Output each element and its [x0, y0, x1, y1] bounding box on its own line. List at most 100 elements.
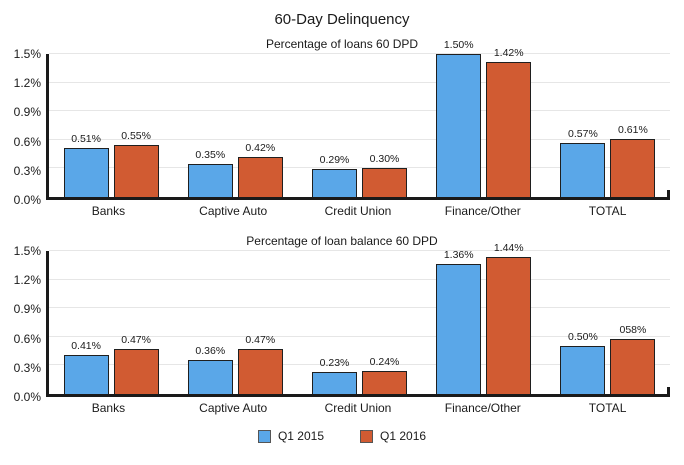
plot-row: 0.0% 0.3% 0.6% 0.9% 1.2% 1.5% 0.51% 0.55% 0.35%…	[0, 39, 684, 207]
bar: 0.41%	[63, 340, 109, 394]
bar: 0.57%	[560, 128, 606, 197]
legend-swatch	[360, 429, 373, 443]
x-category-label: Banks	[91, 204, 126, 218]
bar: 0.47%	[237, 334, 283, 394]
y-tick-label: 0.6%	[13, 331, 41, 346]
bar-value-label: 0.30%	[369, 153, 400, 166]
bar-value-label: 0.61%	[618, 123, 648, 136]
x-category-label: Credit Union	[324, 204, 392, 218]
legend-item: Q1 2015	[257, 429, 324, 443]
x-category-label: Finance/Other	[444, 204, 521, 218]
bar-value-label: 0.42%	[245, 141, 276, 154]
gridline	[49, 53, 670, 54]
gridline	[49, 110, 670, 112]
bar-group: 1.36% 1.44%	[422, 242, 546, 394]
bar: 0.42%	[237, 142, 283, 197]
x-category-label: Captive Auto	[199, 204, 268, 218]
bar-value-label: 0.41%	[71, 339, 101, 352]
figure-title: 60-Day Delinquency	[274, 11, 410, 28]
bar: 0.51%	[63, 133, 109, 197]
x-category-label: Finance/Other	[444, 401, 521, 415]
x-category-label: Credit Union	[324, 401, 392, 415]
gridline	[49, 250, 670, 251]
bar-value-label: 0.55%	[121, 129, 151, 142]
bar-group: 0.23% 0.24%	[297, 251, 421, 394]
gridline	[49, 364, 670, 366]
bar: 0.23%	[312, 357, 357, 394]
y-tick-label: 0.9%	[13, 302, 41, 317]
bar: 1.50%	[436, 39, 482, 197]
bar-group: 0.29% 0.30%	[297, 54, 421, 197]
y-tick-label: 0.9%	[13, 105, 41, 120]
bar-value-label: 0.35%	[195, 148, 226, 161]
bar: 0.61%	[610, 124, 656, 197]
gridline	[49, 81, 670, 83]
x-axis: Banks Captive Auto Credit Union Finance/Oth…	[46, 200, 684, 220]
bar-value-label: 0.50%	[568, 331, 598, 344]
plot-row: 0.0% 0.3% 0.6% 0.9% 1.2% 1.5% 0.41% 0.47% 0.36%…	[0, 242, 684, 404]
bar-value-label: 0.47%	[121, 334, 151, 347]
y-tick-label: 1.5%	[13, 47, 41, 61]
x-category-label: Captive Auto	[199, 401, 268, 415]
legend-label: Q1 2016	[380, 429, 427, 443]
bar-group: 0.41% 0.47%	[49, 251, 173, 394]
bar-value-label: 0.29%	[319, 154, 350, 167]
y-tick-label: 1.2%	[13, 76, 41, 91]
bar-group: 0.50% 058%	[546, 251, 670, 394]
bar: 1.44%	[486, 242, 532, 394]
bar-group: 1.50% 1.42%	[422, 39, 546, 197]
bar-value-label: 0.36%	[195, 344, 226, 357]
y-axis: 0.0% 0.3% 0.6% 0.9% 1.2% 1.5%	[0, 47, 46, 207]
y-tick-label: 0.0%	[13, 193, 41, 207]
gridline	[49, 167, 670, 169]
bar-value-label: 0.47%	[245, 334, 276, 347]
bar-value-label: 1.44%	[493, 241, 524, 254]
bar: 058%	[610, 324, 656, 394]
bar-group: 0.57% 0.61%	[546, 54, 670, 197]
bar: 1.36%	[436, 249, 482, 394]
legend-label: Q1 2015	[277, 429, 324, 443]
chart-subtitle: Percentage of loan balance 60 DPD	[246, 234, 438, 248]
y-axis: 0.0% 0.3% 0.6% 0.9% 1.2% 1.5%	[0, 244, 46, 404]
bar: 0.47%	[113, 334, 159, 394]
plot-area: 0.51% 0.55% 0.35% 0.42% 0.29% 0.30% 1.50% 1.42%…	[46, 39, 670, 200]
bar: 0.36%	[187, 345, 233, 394]
x-category-label: TOTAL	[588, 204, 627, 218]
y-tick-label: 0.3%	[13, 360, 41, 375]
bar-group: 0.35% 0.42%	[173, 54, 297, 197]
bar-value-label: 0.23%	[319, 357, 350, 370]
chart-subtitle: Percentage of loans 60 DPD	[265, 37, 419, 51]
bar: 0.35%	[187, 149, 233, 197]
x-category-label: Banks	[91, 401, 126, 415]
bar-value-label: 1.42%	[493, 46, 524, 59]
y-tick-label: 0.0%	[13, 390, 41, 404]
y-tick-label: 0.3%	[13, 163, 41, 178]
bar: 0.55%	[113, 130, 159, 197]
bar-value-label: 1.36%	[443, 249, 474, 262]
chart-percentage-of-loans-60dpd: Percentage of loans 60 DPD 0.0% 0.3% 0.6% 0…	[0, 36, 684, 220]
gridline	[49, 278, 670, 280]
bar-value-label: 1.50%	[443, 39, 474, 51]
legend-item: Q1 2016	[360, 429, 426, 443]
bar-value-label: 0.24%	[369, 356, 400, 369]
bar: 1.42%	[486, 47, 532, 197]
chart-percentage-of-loan-balance-60dpd: Percentage of loan balance 60 DPD 0.0% 0.…	[0, 233, 684, 417]
bar-value-label: 058%	[619, 323, 647, 336]
x-category-label: TOTAL	[588, 401, 627, 415]
bar: 0.29%	[312, 154, 357, 197]
bar-value-label: 0.57%	[568, 127, 598, 140]
gridline	[49, 335, 670, 337]
gridline	[49, 138, 670, 140]
gridline	[49, 307, 670, 309]
bar: 0.30%	[362, 153, 407, 197]
bar: 0.50%	[560, 331, 606, 394]
plot-area: 0.41% 0.47% 0.36% 0.47% 0.23% 0.24% 1.36% 1.44%…	[46, 242, 670, 397]
legend: Q1 2015 Q1 2016	[0, 427, 684, 445]
bar: 0.24%	[362, 356, 407, 394]
y-tick-label: 1.5%	[13, 244, 41, 258]
legend-swatch	[257, 429, 271, 443]
bar-value-label: 0.51%	[71, 133, 101, 146]
x-axis: Banks Captive Auto Credit Union Finance/Oth…	[46, 397, 684, 417]
y-tick-label: 0.6%	[13, 134, 41, 149]
